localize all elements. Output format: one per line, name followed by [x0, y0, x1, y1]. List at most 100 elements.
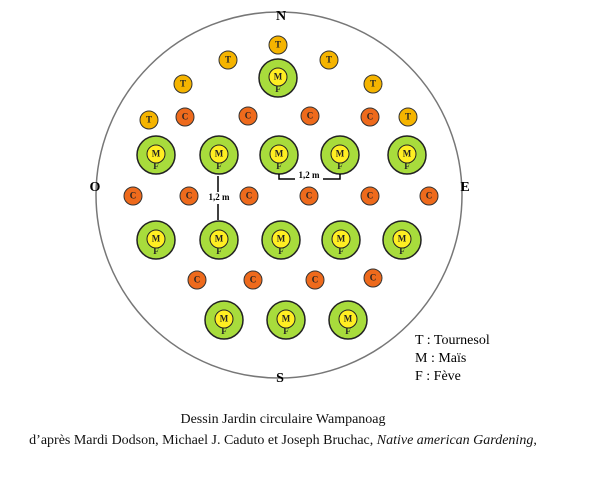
squash	[299, 186, 319, 206]
corn	[397, 144, 417, 164]
squash	[123, 186, 143, 206]
compass-o: O	[90, 180, 101, 195]
plants: TT TT TT TC C C CC C C C C CC C C CMFMFMFMFMFMFMFMFMFM…	[123, 35, 439, 340]
squash-label: C	[194, 275, 201, 285]
corn-label: M	[336, 149, 345, 159]
squash	[363, 268, 383, 288]
squash	[239, 186, 259, 206]
corn-label: M	[152, 234, 161, 244]
corn	[338, 309, 358, 329]
bean-label: F	[404, 161, 410, 171]
corn	[276, 309, 296, 329]
sunflower	[363, 74, 383, 94]
bean-label: F	[278, 246, 284, 256]
compass-e: E	[460, 180, 469, 195]
bean-label: F	[283, 326, 289, 336]
corn	[392, 229, 412, 249]
bean-label: F	[216, 161, 222, 171]
corn-label: M	[152, 149, 161, 159]
sunflower-label: T	[146, 115, 152, 125]
corn	[214, 309, 234, 329]
sunflower-label: T	[275, 40, 281, 50]
squash	[360, 186, 380, 206]
corn-label: M	[403, 149, 412, 159]
corn-label: M	[215, 149, 224, 159]
sunflower	[319, 50, 339, 70]
measure-bg	[204, 192, 234, 204]
bean-label: F	[216, 246, 222, 256]
caption-credit: d’après Mardi Dodson, Michael J. Caduto …	[29, 433, 537, 448]
measure-label: 1,2 m	[299, 170, 321, 180]
corn	[331, 229, 351, 249]
corn	[209, 144, 229, 164]
measure-bg	[295, 171, 323, 181]
corn	[209, 229, 229, 249]
sunflower-label: T	[405, 112, 411, 122]
corn	[269, 144, 289, 164]
compass-n: N	[276, 9, 286, 24]
squash-label: C	[367, 112, 374, 122]
corn	[146, 229, 166, 249]
bean-label: F	[153, 246, 159, 256]
sunflower	[173, 74, 193, 94]
legend-item: M : Maïs	[415, 351, 466, 366]
bean-label: F	[276, 161, 282, 171]
bean-label: F	[153, 161, 159, 171]
bean-label: F	[337, 161, 343, 171]
sunflower-label: T	[326, 55, 332, 65]
bean-label: F	[275, 84, 281, 94]
corn	[268, 67, 288, 87]
corn-label: M	[220, 314, 229, 324]
squash	[238, 106, 258, 126]
sunflower	[139, 110, 159, 130]
squash-label: C	[370, 273, 377, 283]
sunflower	[268, 35, 288, 55]
legend-item: F : Fève	[415, 369, 461, 384]
corn-label: M	[398, 234, 407, 244]
squash-label: C	[246, 191, 253, 201]
squash	[305, 270, 325, 290]
corn-label: M	[277, 234, 286, 244]
garden-boundary	[95, 11, 463, 379]
sunflower	[218, 50, 238, 70]
squash-label: C	[182, 112, 189, 122]
squash	[419, 186, 439, 206]
sunflower	[398, 107, 418, 127]
sunflower-label: T	[180, 79, 186, 89]
squash-label: C	[245, 111, 252, 121]
compass-s: S	[276, 371, 284, 386]
corn-label: M	[282, 314, 291, 324]
corn-label: M	[344, 314, 353, 324]
squash	[179, 186, 199, 206]
corn-label: M	[275, 149, 284, 159]
corn-label: M	[337, 234, 346, 244]
squash-label: C	[186, 191, 193, 201]
corn	[146, 144, 166, 164]
squash-label: C	[426, 191, 433, 201]
credit-book: Native american Gardening	[376, 433, 534, 448]
squash	[360, 107, 380, 127]
squash-label: C	[312, 275, 319, 285]
corn	[330, 144, 350, 164]
squash-label: C	[250, 275, 257, 285]
squash-label: C	[306, 191, 313, 201]
bean-label: F	[338, 246, 344, 256]
corn-label: M	[274, 72, 283, 82]
squash-label: C	[130, 191, 137, 201]
squash-label: C	[307, 111, 314, 121]
squash-label: C	[367, 191, 374, 201]
sunflower-label: T	[370, 79, 376, 89]
squash	[300, 106, 320, 126]
squash	[187, 270, 207, 290]
corn	[271, 229, 291, 249]
caption-title: Dessin Jardin circulaire Wampanoag	[180, 412, 385, 427]
squash	[243, 270, 263, 290]
credit-prefix: d’après Mardi Dodson, Michael J. Caduto …	[29, 433, 377, 448]
legend-item: T : Tournesol	[415, 333, 490, 348]
corn-label: M	[215, 234, 224, 244]
bean-label: F	[221, 326, 227, 336]
bean-label: F	[345, 326, 351, 336]
bean-label: F	[399, 246, 405, 256]
